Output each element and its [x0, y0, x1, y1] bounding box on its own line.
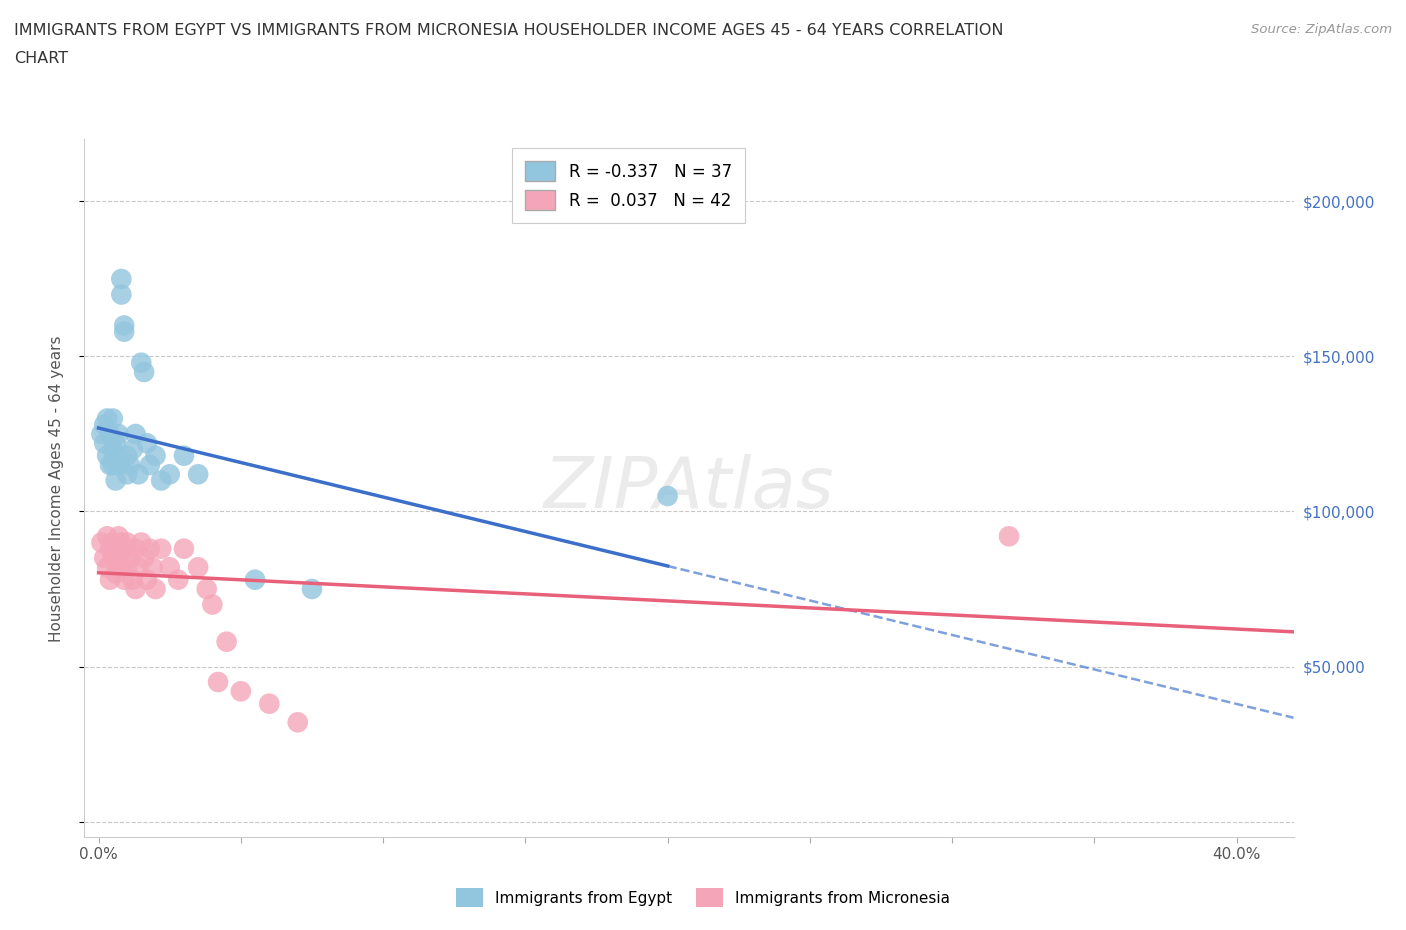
Point: [136, 572, 159, 587]
Point: [124, 541, 146, 556]
Point: [104, 566, 127, 581]
Point: [132, 365, 155, 379]
Text: IMMIGRANTS FROM EGYPT VS IMMIGRANTS FROM MICRONESIA HOUSEHOLDER INCOME AGES 45 -: IMMIGRANTS FROM EGYPT VS IMMIGRANTS FROM…: [14, 23, 1004, 38]
Point: [110, 535, 132, 550]
Point: [127, 560, 149, 575]
Point: [93, 436, 115, 451]
Point: [110, 272, 132, 286]
Point: [145, 581, 167, 596]
Point: [101, 535, 124, 550]
Point: [98, 427, 121, 442]
Point: [101, 458, 124, 472]
Point: [998, 529, 1021, 544]
Point: [173, 448, 195, 463]
Legend: Immigrants from Egypt, Immigrants from Micronesia: Immigrants from Egypt, Immigrants from M…: [450, 883, 956, 913]
Point: [215, 634, 238, 649]
Point: [104, 541, 127, 556]
Point: [107, 551, 129, 565]
Point: [187, 467, 209, 482]
Point: [150, 473, 173, 488]
Point: [287, 715, 309, 730]
Point: [207, 674, 229, 689]
Point: [110, 287, 132, 302]
Point: [104, 473, 127, 488]
Point: [96, 411, 118, 426]
Point: [101, 551, 124, 565]
Point: [129, 355, 152, 370]
Point: [112, 318, 135, 333]
Point: [118, 551, 141, 565]
Point: [121, 442, 143, 457]
Point: [90, 535, 112, 550]
Text: CHART: CHART: [14, 51, 67, 66]
Point: [107, 529, 129, 544]
Point: [118, 458, 141, 472]
Point: [96, 529, 118, 544]
Point: [136, 436, 159, 451]
Point: [115, 535, 138, 550]
Point: [121, 572, 143, 587]
Point: [98, 541, 121, 556]
Point: [124, 427, 146, 442]
Point: [93, 551, 115, 565]
Point: [159, 560, 181, 575]
Point: [142, 560, 165, 575]
Point: [657, 488, 679, 503]
Point: [107, 427, 129, 442]
Point: [110, 560, 132, 575]
Point: [139, 541, 162, 556]
Point: [115, 448, 138, 463]
Point: [90, 427, 112, 442]
Text: Source: ZipAtlas.com: Source: ZipAtlas.com: [1251, 23, 1392, 36]
Point: [139, 458, 162, 472]
Point: [104, 436, 127, 451]
Point: [112, 541, 135, 556]
Point: [229, 684, 252, 698]
Point: [195, 581, 218, 596]
Point: [259, 697, 281, 711]
Point: [127, 467, 149, 482]
Point: [243, 572, 266, 587]
Legend: R = -0.337   N = 37, R =  0.037   N = 42: R = -0.337 N = 37, R = 0.037 N = 42: [512, 148, 745, 223]
Point: [301, 581, 323, 596]
Point: [101, 442, 124, 457]
Point: [145, 448, 167, 463]
Point: [159, 467, 181, 482]
Point: [129, 535, 152, 550]
Text: ZIPAtlas: ZIPAtlas: [544, 454, 834, 523]
Point: [93, 418, 115, 432]
Point: [187, 560, 209, 575]
Point: [107, 458, 129, 472]
Point: [167, 572, 190, 587]
Point: [104, 448, 127, 463]
Point: [101, 411, 124, 426]
Point: [98, 458, 121, 472]
Point: [112, 325, 135, 339]
Point: [112, 572, 135, 587]
Point: [124, 581, 146, 596]
Point: [150, 541, 173, 556]
Point: [115, 467, 138, 482]
Point: [132, 551, 155, 565]
Point: [173, 541, 195, 556]
Point: [98, 572, 121, 587]
Point: [201, 597, 224, 612]
Y-axis label: Householder Income Ages 45 - 64 years: Householder Income Ages 45 - 64 years: [49, 335, 63, 642]
Point: [115, 560, 138, 575]
Point: [96, 448, 118, 463]
Point: [96, 560, 118, 575]
